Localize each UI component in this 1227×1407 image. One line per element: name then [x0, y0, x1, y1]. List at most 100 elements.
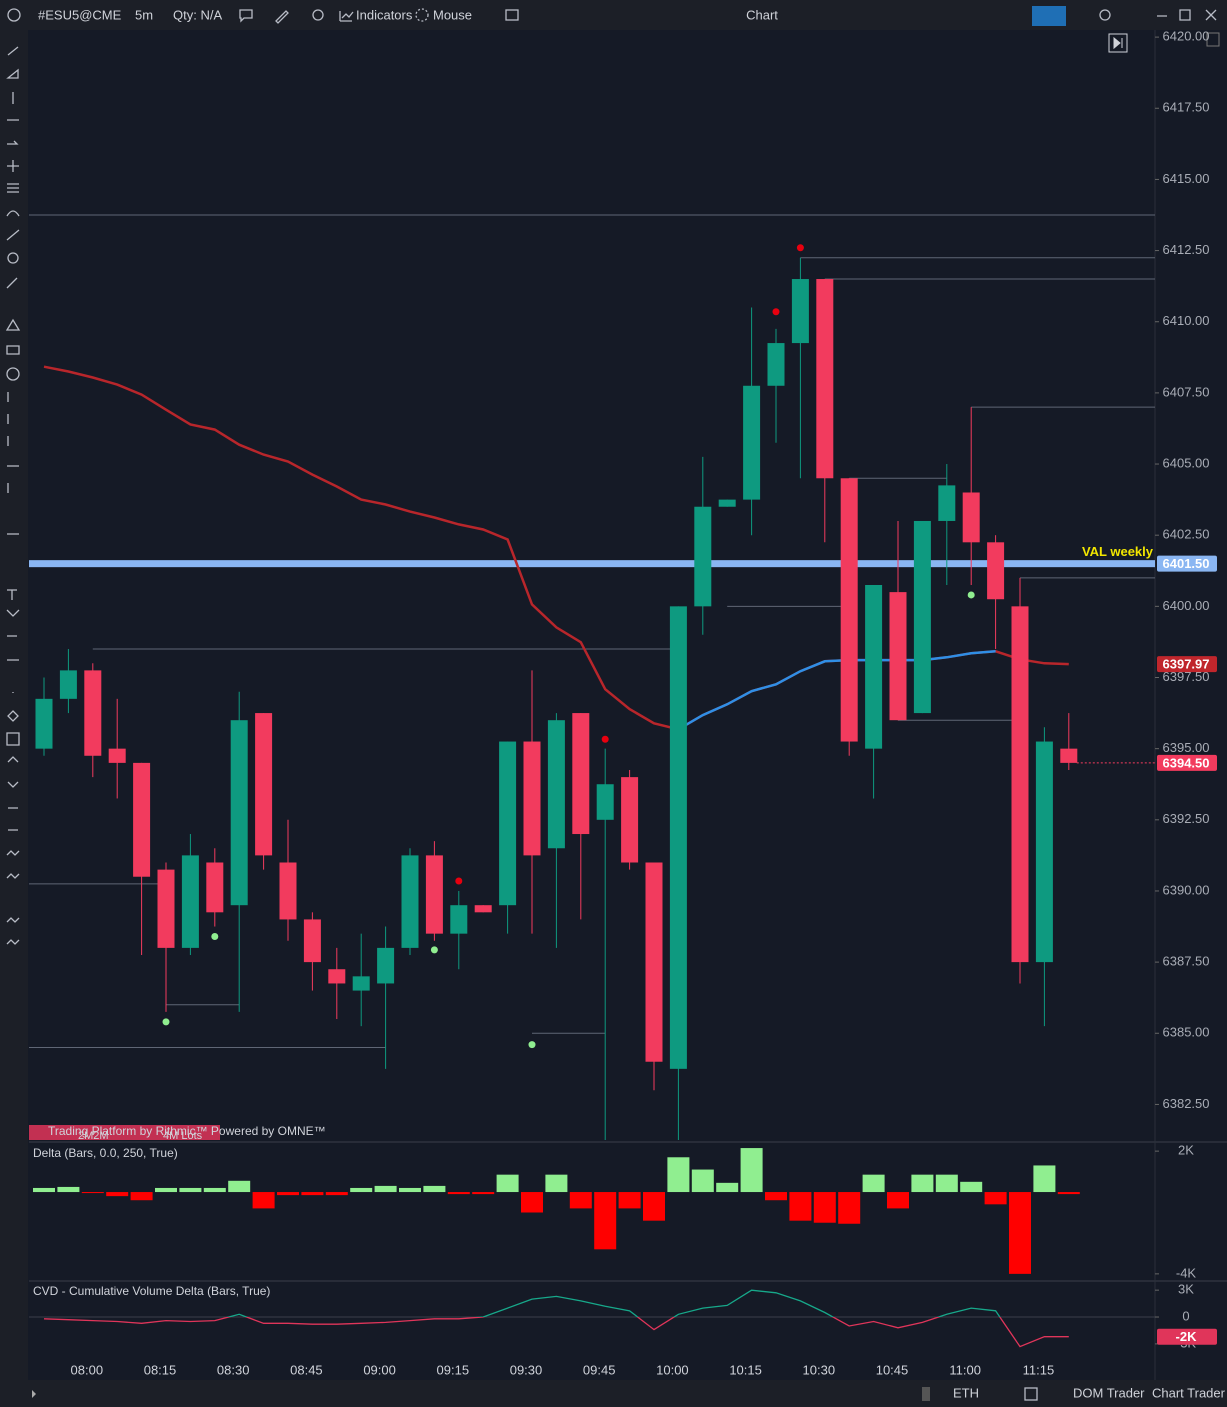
swing-marker — [430, 946, 438, 954]
scroll-end-button[interactable] — [1108, 33, 1128, 53]
y-tick-label: 3K — [1178, 1282, 1194, 1297]
y-tick-label: 6397.50 — [1163, 669, 1210, 684]
mouse-button[interactable]: Mouse — [433, 7, 472, 22]
drawing-tools[interactable] — [5, 46, 21, 945]
interval[interactable]: 5m — [135, 7, 153, 22]
comment-icon[interactable] — [239, 9, 253, 23]
y-tick-label: 6410.00 — [1163, 313, 1210, 328]
candle-body — [1035, 741, 1053, 963]
delta-bar — [521, 1192, 543, 1213]
scroll-left[interactable] — [32, 1390, 36, 1398]
scroll-end-icon — [1113, 36, 1123, 50]
candle-body — [181, 855, 199, 948]
delta-bar — [1033, 1165, 1056, 1193]
delta-bar — [594, 1192, 617, 1250]
snapshot-button[interactable] — [1032, 6, 1066, 26]
delta-bar — [545, 1174, 568, 1193]
indicators-button[interactable]: Indicators — [356, 7, 413, 22]
delta-bar — [838, 1192, 861, 1224]
candle-body — [913, 520, 931, 714]
y-tick-label: 0 — [1182, 1308, 1189, 1323]
x-tick-label: 08:00 — [71, 1362, 104, 1377]
x-tick-label: 10:00 — [656, 1362, 689, 1377]
indicators-icon[interactable] — [339, 11, 354, 22]
candle-body — [157, 869, 175, 948]
delta-bar — [813, 1192, 836, 1223]
tool-column — [0, 30, 28, 1380]
delta-bar — [1009, 1192, 1031, 1274]
y-tick-label: 6400.00 — [1163, 598, 1210, 613]
y-tick-label: 6392.50 — [1163, 811, 1210, 826]
zoom-icon[interactable] — [312, 9, 324, 21]
profile-label: 4M Lots — [163, 1130, 203, 1142]
delta-bar — [106, 1192, 129, 1197]
chart-trader-button[interactable]: Chart Trader — [1152, 1385, 1226, 1400]
y-tick-label: 6405.00 — [1163, 455, 1210, 470]
delta-bar — [155, 1187, 177, 1193]
y-tick-label: 6407.50 — [1163, 384, 1210, 399]
delta-bar — [911, 1174, 934, 1193]
y-tick-label: 6402.50 — [1163, 527, 1210, 542]
settings-icon[interactable] — [1099, 9, 1111, 21]
x-tick-label: 08:45 — [290, 1362, 323, 1377]
window-controls[interactable] — [1157, 9, 1217, 21]
delta-bar — [935, 1174, 958, 1193]
x-tick-label: 10:45 — [876, 1362, 909, 1377]
candle-body — [962, 492, 980, 543]
delta-bar — [130, 1192, 153, 1201]
indicator-line — [677, 650, 996, 731]
logo[interactable] — [7, 8, 21, 22]
calendar-icon[interactable] — [1024, 1387, 1038, 1401]
price-label-box — [1157, 656, 1217, 673]
delta-bar — [81, 1192, 104, 1194]
price-label: 6401.50 — [1163, 556, 1210, 571]
watermark-badge — [29, 1125, 220, 1140]
delta-bar — [984, 1192, 1007, 1205]
delta-bar — [1057, 1192, 1080, 1195]
y-tick-label: 6385.00 — [1163, 1025, 1210, 1040]
candle-body — [1011, 606, 1029, 963]
candle-body — [328, 969, 346, 984]
candle-body — [718, 499, 736, 507]
format-button[interactable] — [1206, 32, 1220, 47]
delta-bar — [399, 1187, 421, 1193]
x-tick-label: 09:00 — [363, 1362, 396, 1377]
cvd-line-positive — [226, 1289, 1001, 1317]
session-selector[interactable]: ETH — [953, 1385, 979, 1400]
scroll-thumb[interactable] — [922, 1387, 930, 1401]
panel-title: CVD - Cumulative Volume Delta (Bars, Tru… — [33, 1284, 270, 1298]
candle-body — [669, 606, 687, 1069]
delta-bar — [887, 1192, 909, 1209]
candle-body — [694, 506, 712, 607]
draw-icon[interactable] — [275, 10, 289, 24]
x-tick-label: 09:15 — [437, 1362, 470, 1377]
footer — [0, 1380, 1227, 1407]
quantity[interactable]: Qty: N/A — [173, 7, 222, 22]
y-tick-label: 2K — [1178, 1143, 1194, 1158]
y-tick-label: 6387.50 — [1163, 954, 1210, 969]
dom-trader-button[interactable]: DOM Trader — [1073, 1385, 1145, 1400]
delta-bar — [447, 1192, 470, 1195]
swing-marker — [796, 244, 804, 252]
y-tick-label: 6420.00 — [1163, 29, 1210, 44]
delta-bar — [203, 1187, 226, 1193]
panel-title: Delta (Bars, 0.0, 250, True) — [33, 1146, 178, 1160]
candle-body — [791, 279, 809, 344]
candle-body — [84, 670, 102, 756]
candle-body — [645, 862, 663, 1062]
swing-marker — [772, 308, 780, 316]
symbol[interactable]: #ESU5@CME — [38, 7, 122, 22]
price-label: -2K — [1176, 1329, 1198, 1344]
price-label: 6397.97 — [1163, 657, 1210, 672]
delta-bar — [57, 1186, 80, 1193]
layout-icon[interactable] — [505, 9, 519, 21]
price-label-box — [1157, 1328, 1217, 1345]
candle-body — [816, 279, 834, 479]
candle-body — [840, 478, 858, 742]
candle-body — [303, 919, 321, 963]
delta-bar — [277, 1192, 299, 1196]
swing-marker — [162, 1018, 170, 1026]
y-tick-label: 6415.00 — [1163, 171, 1210, 186]
candle-body — [230, 720, 248, 906]
mouse-icon[interactable] — [415, 8, 429, 22]
